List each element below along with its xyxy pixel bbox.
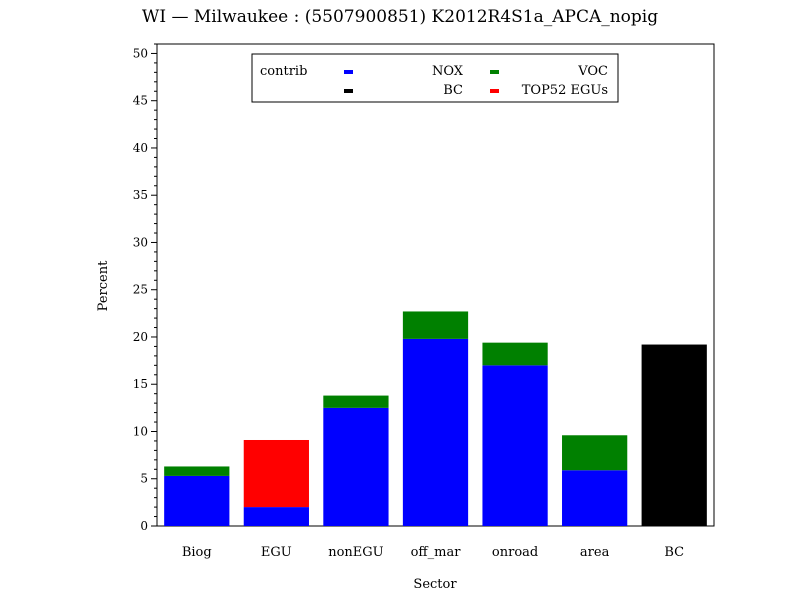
legend-label: BC	[443, 83, 463, 98]
bar-nox-nonegu	[323, 407, 389, 526]
bar-nox-biog	[164, 475, 230, 526]
bar-nox-egu	[243, 507, 309, 526]
x-tick-label: area	[580, 545, 610, 560]
chart-title: WI — Milwaukee : (5507900851) K2012R4S1a…	[142, 7, 658, 27]
y-tick-label: 20	[133, 330, 148, 344]
x-tick-label: EGU	[261, 545, 292, 560]
x-tick-label: nonEGU	[328, 545, 383, 560]
bar-bc-bc	[641, 344, 707, 526]
y-tick-label: 35	[133, 188, 148, 202]
y-tick-label: 50	[133, 46, 148, 60]
x-tick-label: Biog	[182, 545, 212, 560]
bars	[164, 311, 707, 526]
legend-swatch	[344, 70, 353, 74]
x-axis: Biog EGU nonEGU off_mar onroad area BC	[182, 545, 684, 560]
y-tick-label: 10	[133, 424, 148, 438]
bar-voc-off_mar	[402, 311, 469, 339]
y-axis: 0 5 10 15 20 25 30 35 40 45 50	[133, 43, 157, 533]
legend-swatch	[490, 89, 499, 93]
x-tick-label: onroad	[492, 545, 538, 560]
bar-top52-egus-egu	[243, 439, 309, 508]
bar-nox-area	[562, 470, 628, 526]
y-axis-label: Percent	[96, 260, 111, 311]
y-tick-label: 0	[140, 519, 148, 533]
y-tick-label: 30	[133, 235, 148, 249]
legend-title: contrib	[260, 64, 307, 79]
legend-label: NOX	[432, 64, 464, 79]
bar-nox-onroad	[482, 365, 548, 526]
bar-voc-onroad	[482, 342, 548, 366]
bar-nox-off_mar	[402, 338, 469, 526]
y-tick-label: 15	[133, 377, 148, 391]
bar-voc-nonegu	[323, 395, 389, 408]
legend-swatch	[344, 89, 353, 93]
legend-label: TOP52 EGUs	[522, 83, 608, 98]
y-tick-label: 25	[133, 283, 148, 297]
legend-label: VOC	[577, 64, 608, 79]
x-tick-label: BC	[664, 545, 684, 560]
y-tick-label: 45	[133, 94, 148, 108]
legend-box	[251, 53, 619, 103]
bar-voc-biog	[164, 466, 230, 476]
legend: contrib NOX VOC BC TOP52 EGUs	[251, 53, 619, 103]
y-tick-label: 40	[133, 141, 148, 155]
x-axis-label: Sector	[413, 577, 457, 592]
y-tick-label: 5	[140, 472, 148, 486]
bar-voc-area	[562, 435, 628, 471]
legend-swatch	[490, 70, 499, 74]
x-tick-label: off_mar	[411, 545, 462, 560]
